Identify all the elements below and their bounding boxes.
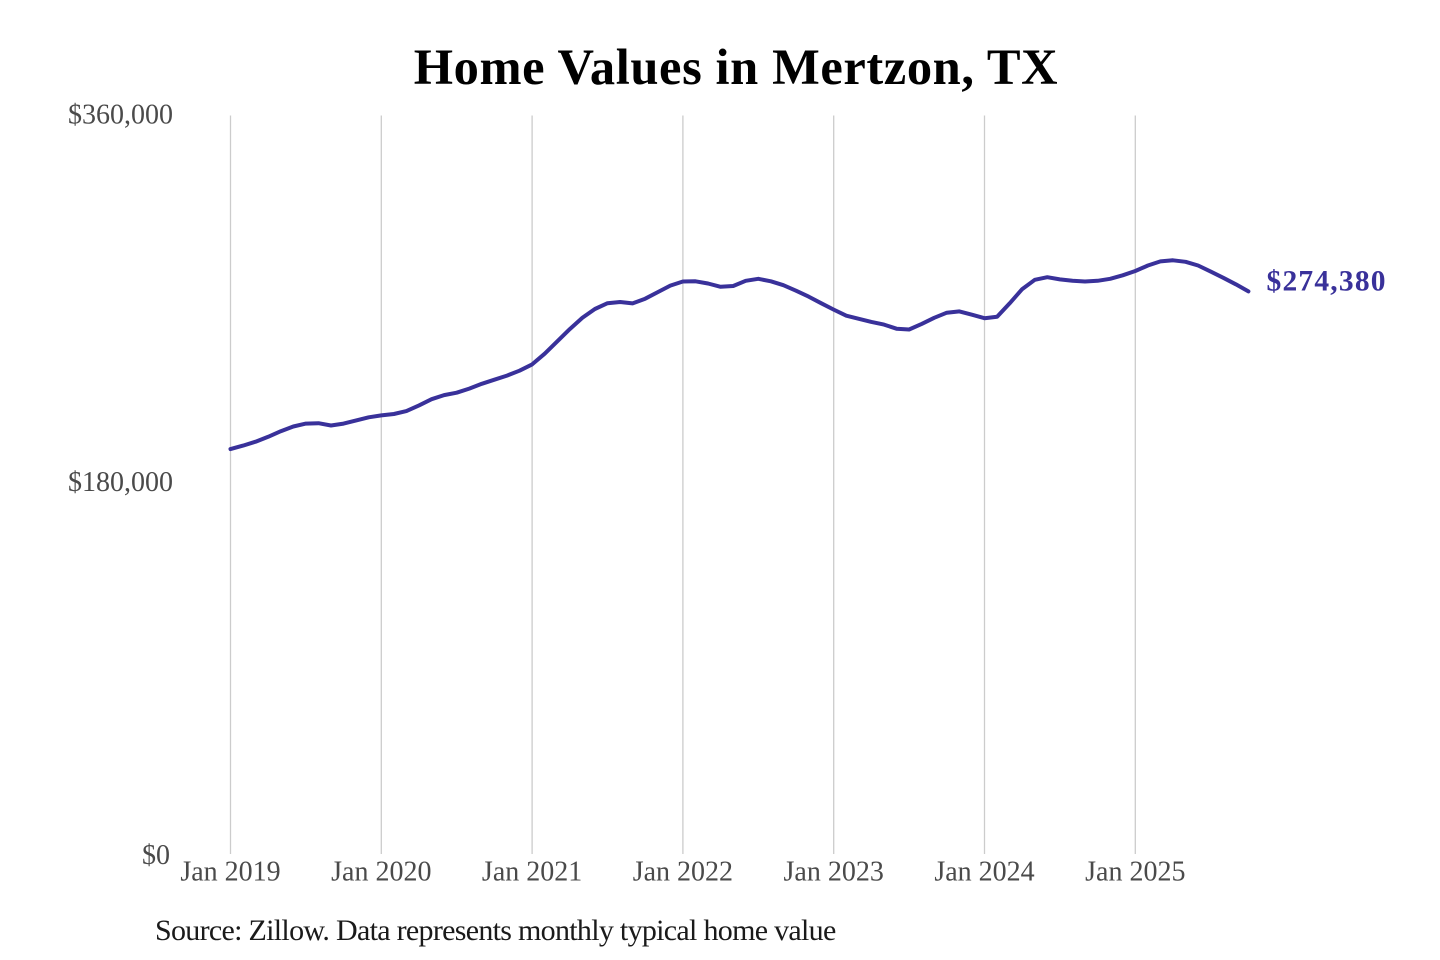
svg-text:Jan 2024: Jan 2024 xyxy=(934,857,1034,888)
svg-text:Jan 2021: Jan 2021 xyxy=(482,857,582,888)
svg-text:$360,000: $360,000 xyxy=(68,99,173,130)
svg-text:$0: $0 xyxy=(142,840,170,871)
svg-text:Jan 2020: Jan 2020 xyxy=(331,857,431,888)
svg-text:Source: Zillow. Data represent: Source: Zillow. Data represents monthly … xyxy=(155,914,836,947)
svg-text:$180,000: $180,000 xyxy=(68,467,173,498)
svg-text:Home Values in Mertzon, TX: Home Values in Mertzon, TX xyxy=(414,39,1059,95)
svg-text:Jan 2019: Jan 2019 xyxy=(180,857,280,888)
svg-text:Jan 2022: Jan 2022 xyxy=(633,857,733,888)
svg-text:$274,380: $274,380 xyxy=(1267,265,1387,297)
svg-text:Jan 2025: Jan 2025 xyxy=(1085,857,1185,888)
svg-text:Jan 2023: Jan 2023 xyxy=(784,857,884,888)
